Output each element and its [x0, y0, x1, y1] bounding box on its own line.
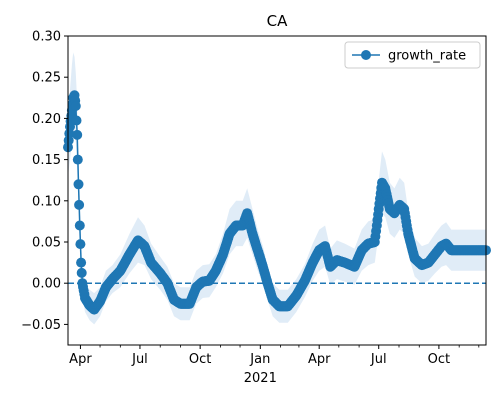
x-tick-label: Oct: [189, 352, 211, 367]
axes-frame: [67, 35, 487, 346]
data-point: [71, 115, 82, 126]
data-point: [73, 179, 84, 190]
x-tick-label: Oct: [428, 352, 450, 367]
data-point: [74, 199, 85, 210]
data-point: [70, 101, 81, 111]
legend: growth_rate: [344, 41, 481, 69]
x-tick-label: Jul: [370, 352, 387, 367]
legend-label: growth_rate: [388, 49, 466, 64]
y-tick-label: −0.05: [21, 318, 61, 333]
x-tick-label: Apr: [69, 352, 92, 367]
data-point: [76, 267, 87, 278]
y-tick-label: 0.25: [32, 71, 61, 86]
y-tick-label: 0.20: [32, 112, 61, 127]
data-point: [72, 129, 83, 140]
plot-area: [63, 52, 491, 325]
legend-marker: [361, 50, 371, 60]
growth-rate-markers: [63, 90, 491, 315]
x-axis-label: 2021: [244, 371, 277, 386]
y-tick-label: 0.10: [32, 194, 61, 209]
y-tick-label: 0.00: [32, 277, 61, 292]
confidence-band: [68, 52, 486, 325]
x-tick-label: Apr: [308, 352, 331, 367]
x-tick-label: Jul: [131, 352, 148, 367]
data-point: [75, 239, 86, 250]
chart-title: CA: [267, 12, 288, 30]
legend-box: [344, 41, 481, 69]
x-tick-label: Jan: [249, 352, 270, 367]
axes: −0.05 0.00 0.05 0.10 0.15 0.20 0.25 0.30 Apr Jul O…: [21, 30, 480, 367]
data-point: [74, 220, 85, 231]
data-point: [72, 154, 83, 165]
data-point: [76, 257, 87, 268]
y-tick-label: 0.15: [32, 153, 61, 168]
y-tick-label: 0.05: [32, 236, 61, 251]
y-tick-label: 0.30: [32, 30, 61, 45]
